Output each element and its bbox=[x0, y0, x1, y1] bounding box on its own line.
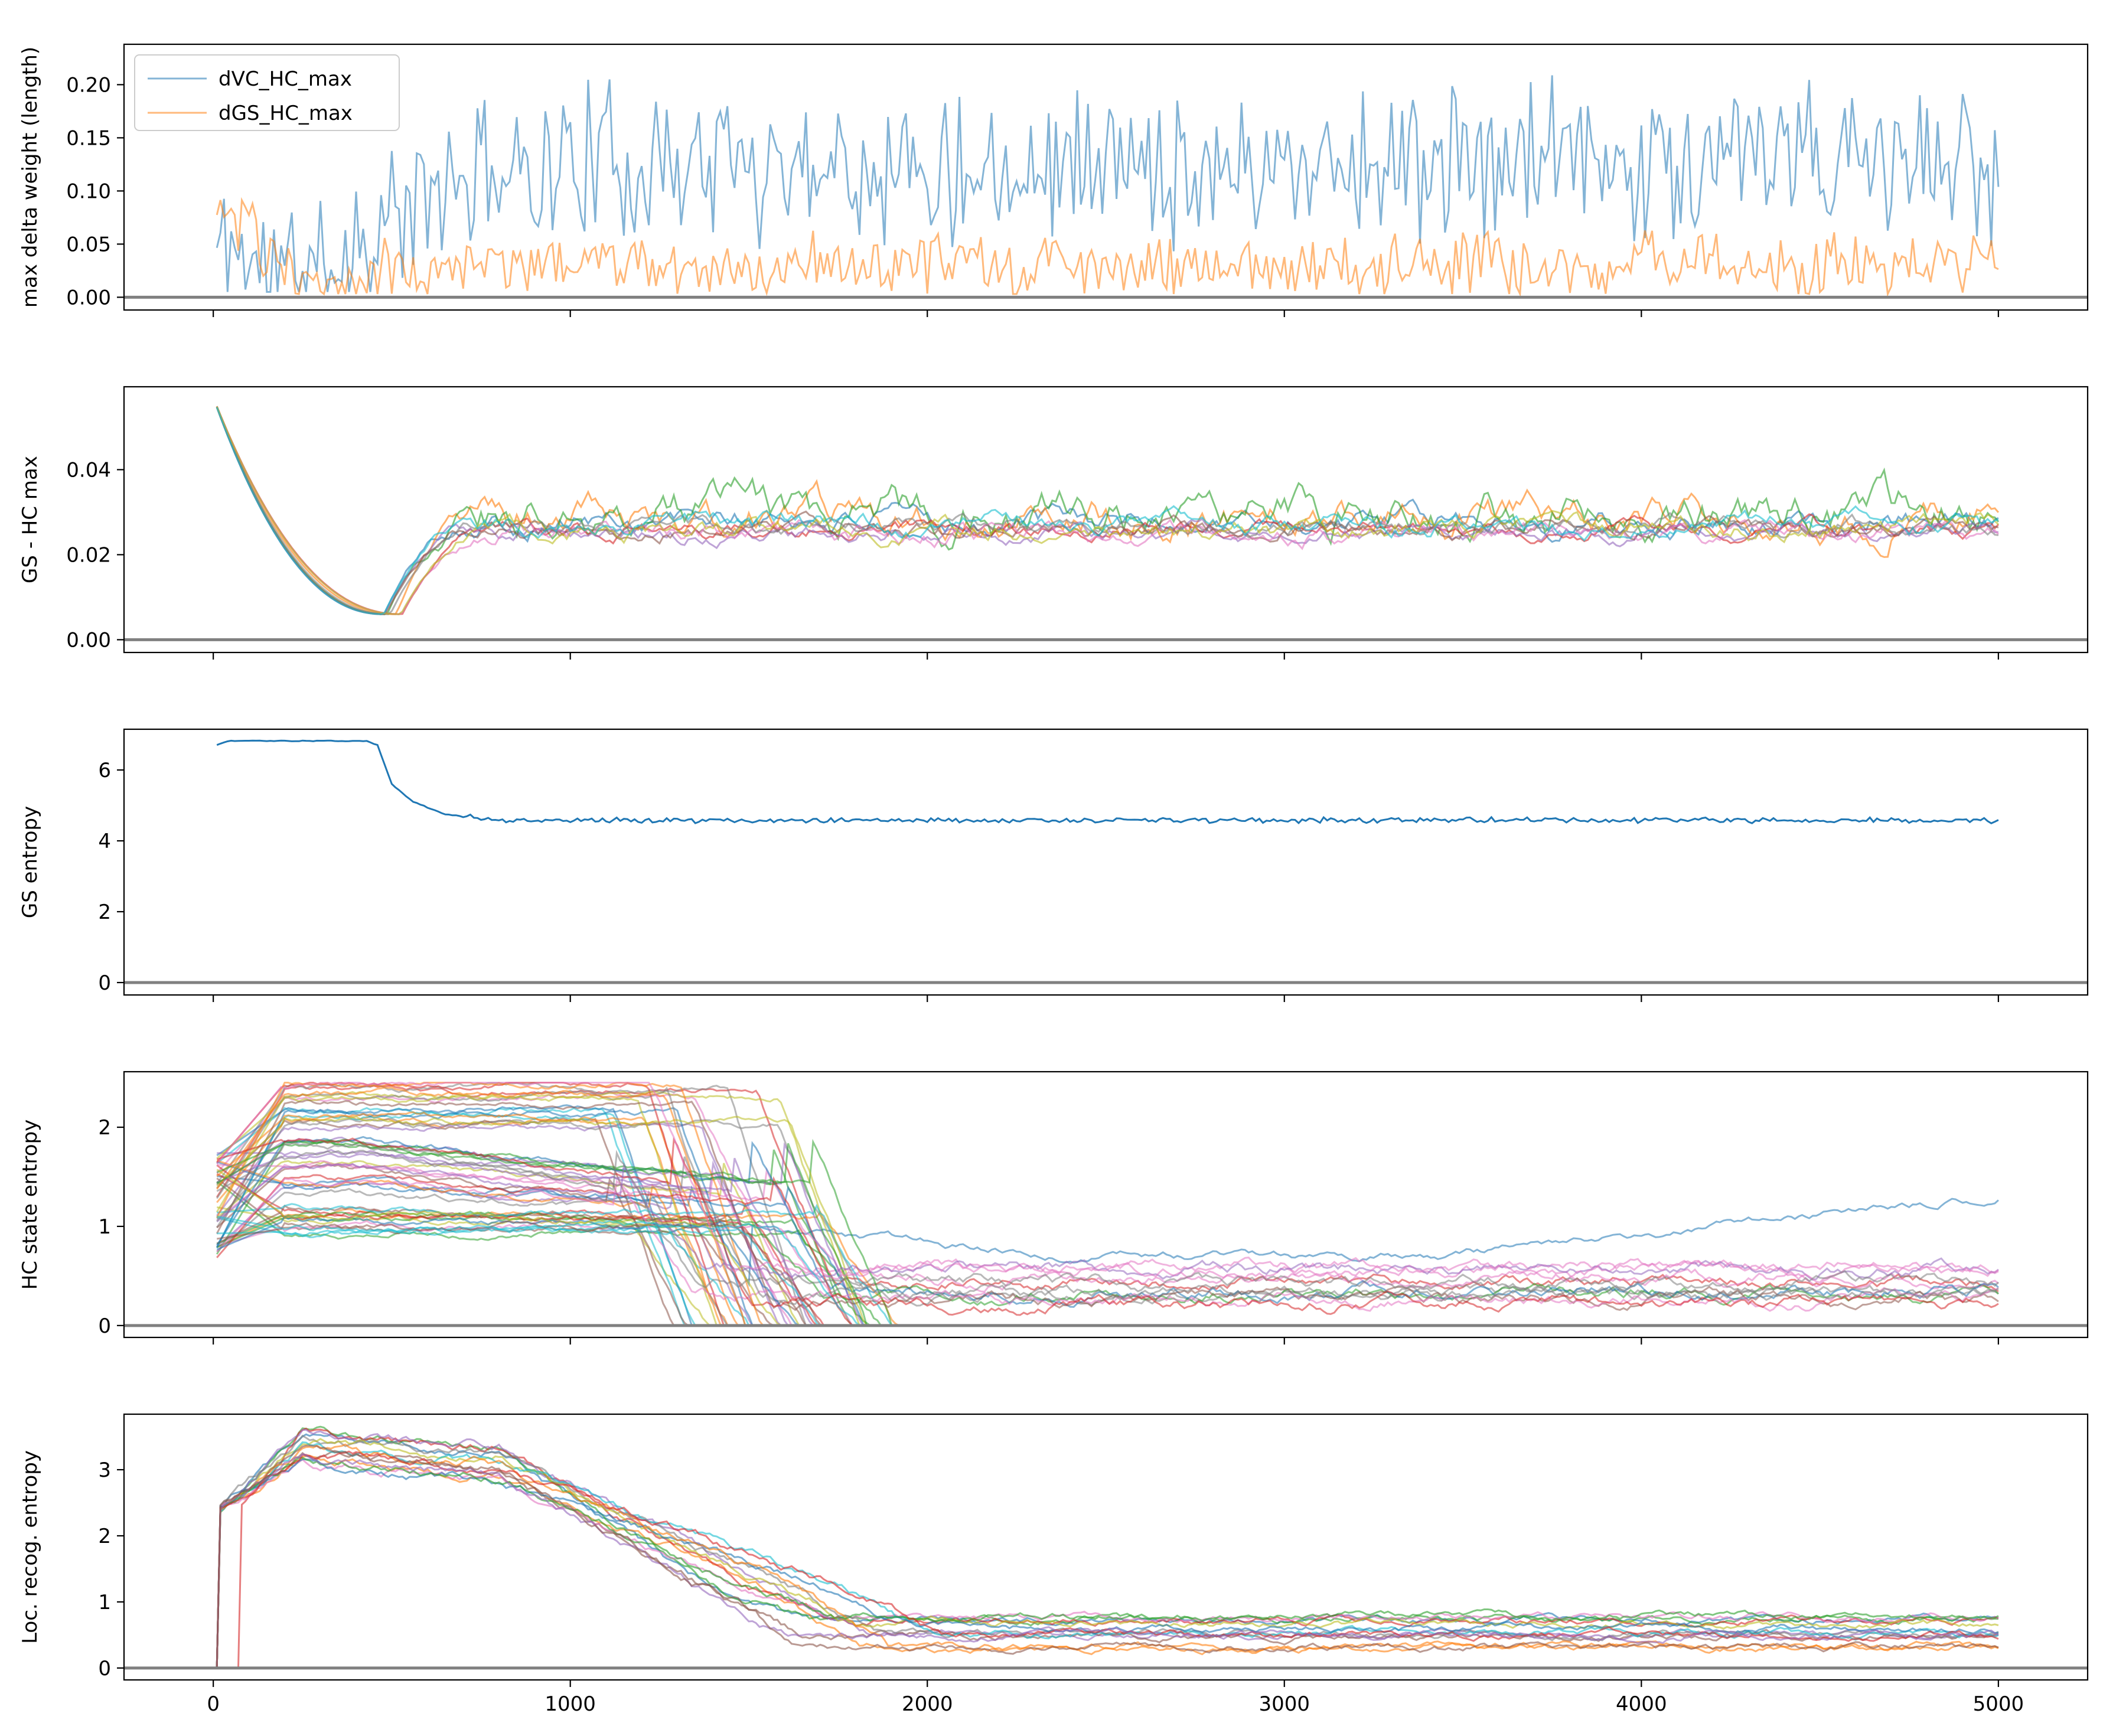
series-line-gs_hc_10 bbox=[217, 407, 1998, 614]
y-tick-label: 0 bbox=[98, 1314, 111, 1338]
series-group bbox=[217, 1083, 1998, 1326]
series-group bbox=[217, 76, 1998, 294]
series-line-gs_hc_6 bbox=[217, 407, 1998, 615]
y-tick-label: 0.15 bbox=[66, 126, 111, 150]
series-line-hc-series-17 bbox=[217, 1221, 1998, 1326]
series-line-gs_hc_4 bbox=[217, 406, 1998, 614]
y-tick-label: 0 bbox=[98, 1657, 111, 1680]
y-tick-label: 0.02 bbox=[66, 543, 111, 567]
y-tick-label: 1 bbox=[98, 1215, 111, 1239]
series-line-hc-series-24 bbox=[217, 1083, 1998, 1326]
series-line-hc-series-4 bbox=[217, 1086, 1998, 1292]
series-group bbox=[217, 1427, 1998, 1668]
y-tick-label: 0.05 bbox=[66, 233, 111, 256]
series-line-gs_hc_5 bbox=[217, 407, 1998, 614]
y-tick-label: 3 bbox=[98, 1458, 111, 1482]
y-tick-label: 1 bbox=[98, 1591, 111, 1614]
legend-label-dVC_HC_max: dVC_HC_max bbox=[219, 67, 352, 91]
x-tick-label: 3000 bbox=[1259, 1692, 1310, 1716]
y-axis-label: GS entropy bbox=[18, 806, 42, 918]
y-tick-label: 0.10 bbox=[66, 180, 111, 203]
y-axis-label: max delta weight (length) bbox=[18, 47, 42, 308]
series-line-hc-series-50 bbox=[217, 1226, 1998, 1326]
axes-frame bbox=[124, 44, 2088, 310]
series-line-hc-series-30 bbox=[217, 1218, 1998, 1326]
series-group bbox=[217, 406, 1998, 614]
series-line-gs_hc_9 bbox=[217, 406, 1998, 614]
y-tick-label: 2 bbox=[98, 900, 111, 924]
series-line-gs_hc_1 bbox=[217, 407, 1998, 614]
series-line-gs_hc_8 bbox=[217, 407, 1998, 614]
series-line-gs_hc_7 bbox=[217, 406, 1998, 614]
chart-panel-2: 0.00 0.02 0.04 GS - HC max bbox=[18, 387, 2088, 660]
y-axis-label: Loc. recog. entropy bbox=[18, 1450, 42, 1644]
chart-panel-1: 0.00 0.05 0.10 0.15 0.20 max delta weight (le… bbox=[18, 44, 2088, 317]
chart-panel-4: 0 1 2 HC state entropy bbox=[18, 1072, 2088, 1345]
y-tick-label: 0.00 bbox=[66, 286, 111, 309]
legend-label-dGS_HC_max: dGS_HC_max bbox=[219, 102, 353, 125]
y-tick-label: 4 bbox=[98, 830, 111, 853]
series-line-hc-series-18 bbox=[217, 1118, 1998, 1306]
series-line-hc-series-46 bbox=[217, 1100, 1998, 1310]
y-axis-label: HC state entropy bbox=[18, 1120, 42, 1290]
series-line-gs_hc_2 bbox=[217, 407, 1998, 615]
series-line-hc-series-8 bbox=[217, 1083, 1998, 1326]
series-line-dVC_HC_max bbox=[217, 76, 1998, 292]
y-tick-label: 2 bbox=[98, 1116, 111, 1140]
x-tick-label: 0 bbox=[207, 1692, 220, 1716]
y-tick-label: 6 bbox=[98, 759, 111, 782]
series-line-hc-series-56 bbox=[217, 1221, 1998, 1326]
x-tick-label: 1000 bbox=[545, 1692, 596, 1716]
series-line-hc-series-51 bbox=[217, 1217, 1998, 1326]
series-group bbox=[217, 740, 1998, 823]
chart-panel-3: 0 2 4 6 GS entropy bbox=[18, 729, 2088, 1002]
x-tick-label: 2000 bbox=[902, 1692, 953, 1716]
y-tick-label: 0.20 bbox=[66, 73, 111, 97]
series-line-dGS_HC_max bbox=[217, 200, 1998, 294]
y-tick-label: 0.04 bbox=[66, 458, 111, 482]
chart-panel-5: 0 1 2 3 0 1000 2000 3000 4000 5000 Loc. recog. ent… bbox=[18, 1414, 2088, 1716]
x-tick-label: 5000 bbox=[1973, 1692, 2024, 1716]
series-line-hc-series-60 bbox=[217, 1216, 1998, 1326]
legend: dVC_HC_max dGS_HC_max bbox=[135, 55, 399, 130]
series-line-hc-series-29 bbox=[217, 1092, 1998, 1326]
x-tick-label: 4000 bbox=[1616, 1692, 1667, 1716]
y-tick-label: 2 bbox=[98, 1525, 111, 1548]
series-line-gs_hc_3 bbox=[217, 407, 1998, 614]
series-line-gs_entropy bbox=[217, 740, 1998, 823]
y-axis-label: GS - HC max bbox=[18, 456, 42, 583]
y-tick-label: 0 bbox=[98, 971, 111, 995]
axes-frame bbox=[124, 729, 2088, 995]
series-line-hc-series-42 bbox=[217, 1083, 1998, 1326]
y-tick-label: 0.00 bbox=[66, 628, 111, 652]
